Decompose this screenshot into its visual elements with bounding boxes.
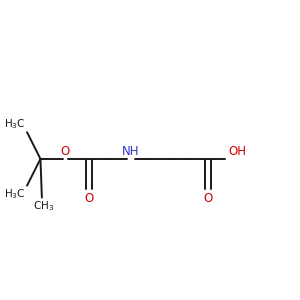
Text: O: O: [60, 145, 70, 158]
Text: H$_3$C: H$_3$C: [4, 117, 26, 131]
Text: NH: NH: [122, 145, 140, 158]
Text: H$_3$C: H$_3$C: [4, 187, 26, 201]
Text: OH: OH: [228, 145, 246, 158]
Text: O: O: [203, 192, 213, 205]
Text: O: O: [85, 192, 94, 205]
Text: CH$_3$: CH$_3$: [33, 199, 54, 213]
